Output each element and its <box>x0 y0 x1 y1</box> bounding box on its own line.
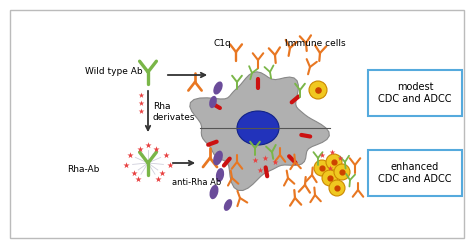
Ellipse shape <box>210 185 219 199</box>
Text: modest
CDC and ADCC: modest CDC and ADCC <box>378 82 452 104</box>
Point <box>137 109 145 113</box>
Point <box>166 163 174 167</box>
Point <box>256 168 264 172</box>
Circle shape <box>309 81 327 99</box>
Point <box>318 166 326 170</box>
Point <box>126 153 134 157</box>
Circle shape <box>326 154 342 170</box>
FancyBboxPatch shape <box>368 70 462 116</box>
Point <box>162 153 170 157</box>
Point <box>136 147 144 151</box>
Point <box>134 177 142 181</box>
Text: Wild type Ab: Wild type Ab <box>85 67 143 76</box>
Point <box>251 158 259 162</box>
Ellipse shape <box>237 111 279 145</box>
Ellipse shape <box>213 81 223 94</box>
Ellipse shape <box>224 199 232 211</box>
Point <box>158 171 166 175</box>
Text: Immune cells: Immune cells <box>285 38 346 48</box>
FancyBboxPatch shape <box>10 10 464 238</box>
Point <box>137 101 145 105</box>
Point <box>144 143 152 147</box>
Point <box>336 156 344 160</box>
Point <box>122 163 130 167</box>
Text: Rha-Ab: Rha-Ab <box>67 165 100 175</box>
Circle shape <box>329 180 345 196</box>
Point <box>314 88 322 92</box>
FancyBboxPatch shape <box>368 150 462 196</box>
Point <box>261 156 269 160</box>
Point <box>271 160 279 164</box>
Circle shape <box>334 164 350 180</box>
Point <box>137 93 145 97</box>
Point <box>333 186 341 190</box>
Point <box>130 171 138 175</box>
Point <box>152 147 160 151</box>
Ellipse shape <box>209 96 217 108</box>
Point <box>318 153 326 157</box>
Point <box>330 160 338 164</box>
Circle shape <box>322 170 338 186</box>
Text: C1q: C1q <box>214 38 232 48</box>
Point <box>154 177 162 181</box>
Ellipse shape <box>213 151 223 165</box>
Point <box>338 170 346 174</box>
Polygon shape <box>190 72 329 190</box>
Point <box>328 150 336 154</box>
Circle shape <box>314 160 330 176</box>
Point <box>326 166 334 170</box>
Text: anti-Rha Ab: anti-Rha Ab <box>173 178 222 187</box>
Ellipse shape <box>216 168 224 182</box>
Text: enhanced
CDC and ADCC: enhanced CDC and ADCC <box>378 162 452 184</box>
Text: Rha
derivates: Rha derivates <box>153 102 195 122</box>
Point <box>326 176 334 180</box>
